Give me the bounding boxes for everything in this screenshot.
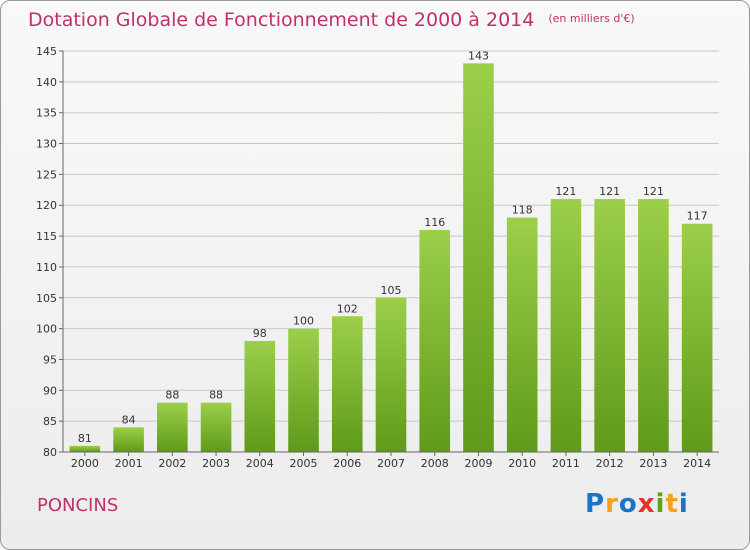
bar	[375, 297, 407, 452]
value-label: 81	[78, 432, 92, 445]
x-tick-label: 2006	[333, 457, 361, 470]
chart-title-text: Dotation Globale de Fonctionnement de 20…	[28, 9, 535, 31]
x-tick-label: 2000	[71, 457, 99, 470]
y-tick-label: 140	[36, 76, 57, 89]
bar	[157, 402, 188, 452]
x-tick-label: 2014	[683, 457, 711, 470]
y-tick-label: 110	[36, 261, 57, 274]
y-tick-label: 115	[36, 230, 57, 243]
y-tick-label: 130	[36, 138, 57, 151]
value-label: 143	[468, 49, 489, 62]
bar	[113, 427, 144, 452]
logo-letter: o	[618, 489, 638, 519]
unit-note: (en milliers d'€)	[548, 12, 635, 25]
logo-letter: i	[655, 489, 666, 519]
x-tick-label: 2009	[464, 457, 492, 470]
commune-name: PONCINS	[37, 495, 119, 516]
logo-letter: P	[585, 489, 606, 519]
y-tick-label: 95	[43, 353, 57, 366]
bar	[681, 223, 713, 452]
bar	[244, 340, 276, 452]
y-tick-label: 120	[36, 199, 57, 212]
y-tick-label: 85	[43, 415, 57, 428]
axes: 80 85 90 95 100 105 110 115 120 125 130 135 140 145 20…	[36, 45, 719, 470]
value-label: 116	[424, 216, 445, 229]
x-tick-label: 2012	[596, 457, 624, 470]
y-tick-label: 80	[43, 446, 57, 459]
bar	[506, 217, 538, 452]
value-label: 100	[293, 315, 314, 328]
x-tick-label: 2002	[158, 457, 186, 470]
bars: 81 84 88 88 98 100 102 105 116 143 118 121 121 121 117	[69, 49, 713, 452]
x-tick-label: 2007	[377, 457, 405, 470]
x-tick-label: 2005	[290, 457, 318, 470]
x-tick-label: 2001	[115, 457, 143, 470]
value-label: 88	[165, 389, 179, 402]
y-tick-label: 105	[36, 292, 57, 305]
y-tick-label: 145	[36, 45, 57, 58]
value-label: 121	[643, 185, 664, 198]
logo-letter: x	[637, 489, 656, 519]
x-tick-label: 2013	[639, 457, 667, 470]
x-tick-label: 2004	[246, 457, 274, 470]
bar	[463, 63, 494, 452]
bar	[69, 445, 101, 452]
x-tick-label: 2010	[508, 457, 536, 470]
value-label: 121	[555, 185, 576, 198]
y-tick-label: 125	[36, 168, 57, 181]
value-label: 121	[599, 185, 620, 198]
x-tick-label: 2003	[202, 457, 230, 470]
x-tick-label: 2011	[552, 457, 580, 470]
logo-letter: r	[605, 489, 619, 519]
y-tick-label: 100	[36, 323, 57, 336]
bar	[419, 229, 451, 452]
bar	[594, 199, 625, 452]
value-label: 118	[512, 204, 533, 217]
bar	[550, 199, 582, 452]
logo-letter: i	[678, 489, 689, 519]
bar	[331, 316, 363, 452]
value-label: 105	[381, 284, 402, 297]
y-tick-label: 90	[43, 384, 57, 397]
bar	[638, 199, 669, 452]
x-tick-label: 2008	[421, 457, 449, 470]
value-label: 117	[687, 210, 708, 223]
value-label: 88	[209, 389, 223, 402]
chart-title: Dotation Globale de Fonctionnement de 20…	[28, 9, 635, 31]
bar	[200, 402, 232, 452]
y-tick-label: 135	[36, 107, 57, 120]
value-label: 98	[253, 327, 267, 340]
logo-letter: t	[665, 489, 679, 519]
value-label: 84	[122, 413, 136, 426]
bar	[288, 328, 319, 452]
proxiti-logo: Proxiti	[585, 489, 689, 519]
value-label: 102	[337, 302, 358, 315]
